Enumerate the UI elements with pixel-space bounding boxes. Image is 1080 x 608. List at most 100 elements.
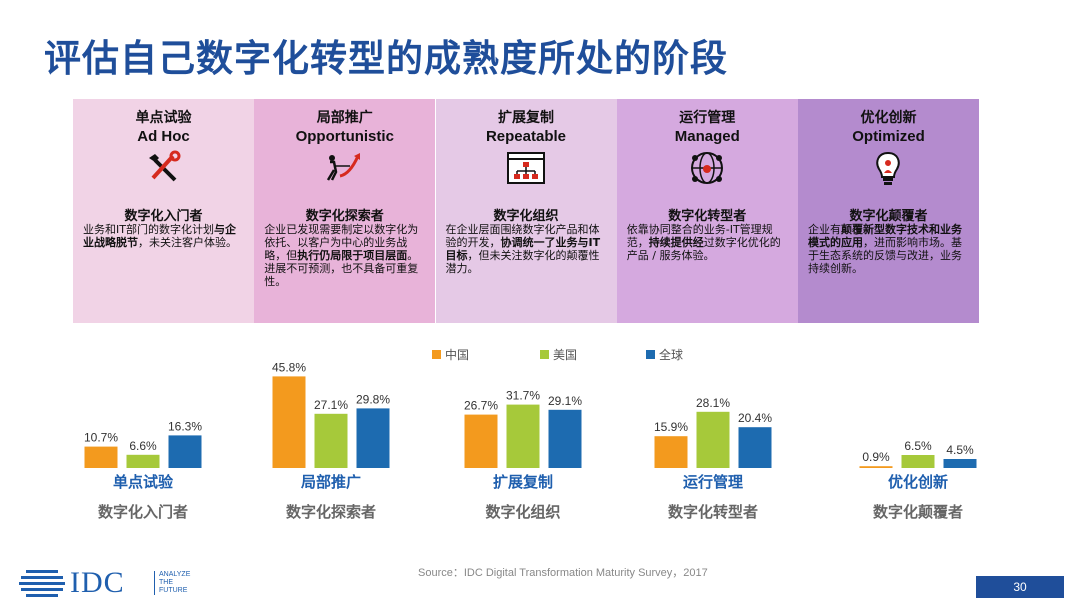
stage-description-text: ，进而影响市场。基于生态系统的反馈与改进，业务持续创新。 — [808, 236, 962, 275]
bar — [738, 427, 772, 468]
maturity-stages: 单点试验 Ad Hoc 数字化入门者 业务和IT部门的数字化计划与企业战略脱节，未关注… — [73, 99, 979, 323]
bar-value-label: 20.4% — [738, 411, 772, 425]
bar — [859, 466, 893, 468]
bar-value-label: 4.5% — [946, 443, 974, 457]
category-role-label: 数字化颠覆者 — [873, 503, 963, 521]
legend-label: 全球 — [659, 348, 684, 362]
bar-value-label: 29.1% — [548, 394, 582, 408]
category-label: 单点试验 — [113, 473, 174, 491]
stage-description-text: 企业已发现需要制定以数字化为依托、以客户为中心的业务战略，但 — [264, 223, 419, 262]
source-note: Source：IDC Digital Transformation Maturi… — [418, 567, 708, 579]
stage-description: 在企业层面围绕数字化产品和体验的开发，协调统一了业务与IT目标，但未关注数字化的… — [446, 223, 609, 275]
bar — [901, 455, 935, 468]
bar — [943, 459, 977, 468]
bar — [356, 408, 390, 468]
bar-value-label: 10.7% — [84, 431, 118, 445]
category-label: 扩展复制 — [493, 473, 553, 491]
chart-legend: 中国 美国 全球 — [432, 346, 732, 364]
bar-value-label: 45.8% — [272, 360, 306, 374]
logo-tagline-line: ANALYZE — [159, 571, 191, 578]
category-role-label: 数字化入门者 — [98, 503, 188, 521]
legend-label: 美国 — [553, 348, 578, 362]
tools-icon — [143, 150, 183, 186]
bar-value-label: 15.9% — [654, 420, 688, 434]
stage-description-text: 。进展不可预测，也不具备可重复性。 — [264, 249, 419, 288]
stage-description-highlight: 协调统一了业务与IT目标 — [445, 236, 601, 262]
stage-name-cn: 单点试验 — [135, 110, 192, 126]
legend-swatch — [432, 350, 441, 359]
org-chart-window-icon — [506, 150, 546, 186]
bar-value-label: 27.1% — [314, 398, 348, 412]
bar — [464, 414, 498, 468]
idc-logo: IDC ANALYZE THE FUTURE — [18, 566, 198, 602]
stage-description-text: ，但未关注数字化的颠覆性潜力。 — [445, 249, 600, 275]
legend-swatch — [646, 350, 655, 359]
stage-role: 数字化颠覆者 — [849, 209, 928, 224]
bar-value-label: 16.3% — [168, 419, 202, 433]
bar-value-label: 6.6% — [129, 439, 157, 453]
stage-name-cn: 优化创新 — [860, 110, 917, 126]
stage-description: 依靠协同整合的业务-IT管理规范，持续提供经过数字化优化的产品 / 服务体验。 — [627, 223, 790, 262]
stage-role: 数字化探索者 — [305, 209, 384, 224]
bar — [84, 446, 118, 468]
bar-value-label: 28.1% — [696, 396, 730, 410]
stage-role: 数字化转型者 — [668, 209, 747, 224]
stage-description-text: 依靠协同整合的业务-IT管理规范， — [626, 223, 773, 249]
bar — [126, 454, 160, 468]
globe-lines-icon — [19, 570, 65, 597]
stage-name-en: Managed — [674, 128, 740, 145]
bar — [654, 436, 688, 468]
bar-value-label: 6.5% — [904, 439, 932, 453]
category-label: 局部推广 — [300, 473, 361, 491]
stage-description-highlight: 颠覆新型数字技术和业务模式的应用 — [808, 223, 962, 249]
stage-card: 扩展复制 Repeatable 数字化组织 在企业层面围绕数字化产品和体验的开发，协调… — [435, 99, 617, 323]
stage-description-highlight: 执行仍局限于项目层面 — [297, 249, 408, 262]
bar-value-label: 26.7% — [464, 399, 498, 413]
stage-description: 企业已发现需要制定以数字化为依托、以客户为中心的业务战略，但执行仍局限于项目层面… — [264, 223, 427, 288]
stage-name-cn: 局部推广 — [316, 110, 373, 126]
slide-title: 评估自己数字化转型的成熟度所处的阶段 — [44, 37, 728, 80]
stage-description-highlight: 与企业战略脱节 — [83, 223, 236, 249]
bar — [314, 413, 348, 468]
stage-name-cn: 扩展复制 — [498, 110, 554, 126]
logo-tagline-line: THE — [159, 579, 173, 586]
stage-name-en: Ad Hoc — [137, 128, 190, 145]
stage-role: 数字化入门者 — [124, 209, 203, 224]
logo-wordmark: IDC — [70, 566, 125, 599]
category-label: 优化创新 — [888, 473, 948, 491]
stage-description-text: 企业有 — [808, 223, 841, 236]
bar-value-label: 31.7% — [506, 389, 540, 403]
stage-name-en: Optimized — [852, 128, 925, 145]
legend-item: 美国 — [540, 346, 577, 363]
category-label: 运行管理 — [683, 473, 743, 491]
stage-card: 单点试验 Ad Hoc 数字化入门者 业务和IT部门的数字化计划与企业战略脱节，未关注… — [73, 99, 254, 323]
stage-role: 数字化组织 — [493, 209, 559, 224]
stage-name-cn: 运行管理 — [679, 110, 736, 126]
bar — [506, 404, 540, 468]
tug-of-war-icon — [324, 150, 364, 186]
bar — [168, 435, 202, 468]
stage-description: 企业有颠覆新型数字技术和业务模式的应用，进而影响市场。基于生态系统的反馈与改进，… — [808, 223, 971, 275]
stage-name-en: Opportunistic — [295, 128, 394, 145]
category-role-label: 数字化转型者 — [668, 503, 758, 521]
stage-description-text: 在企业层面围绕数字化产品和体验的开发， — [445, 223, 600, 249]
bar — [272, 376, 306, 468]
legend-swatch — [540, 350, 549, 359]
logo-tagline-line: FUTURE — [159, 587, 188, 594]
stage-description-text: ，未关注客户体验。 — [138, 236, 237, 249]
stage-description-text: 业务和IT部门的数字化计划 — [83, 223, 214, 236]
legend-item: 中国 — [432, 346, 469, 363]
bar — [548, 409, 582, 468]
legend-item: 全球 — [646, 346, 683, 363]
stage-description: 业务和IT部门的数字化计划与企业战略脱节，未关注客户体验。 — [83, 223, 246, 249]
stage-card: 运行管理 Managed 数字化转型者 依靠协同整合的业务-IT管理规范，持续提供经过… — [616, 99, 798, 323]
stage-card: 优化创新 Optimized 数字化颠覆者 企业有颠覆新型数字技术和业务模式的应用，进… — [798, 99, 979, 323]
bar — [696, 411, 730, 468]
stage-description-highlight: 持续提供经 — [648, 236, 704, 249]
bar-value-label: 29.8% — [356, 392, 390, 406]
category-role-label: 数字化探索者 — [286, 503, 376, 521]
stage-card: 局部推广 Opportunistic 数字化探索者 企业已发现需要制定以数字化为依托、… — [254, 99, 436, 323]
category-role-label: 数字化组织 — [485, 503, 560, 521]
stage-name-en: Repeatable — [485, 128, 567, 145]
